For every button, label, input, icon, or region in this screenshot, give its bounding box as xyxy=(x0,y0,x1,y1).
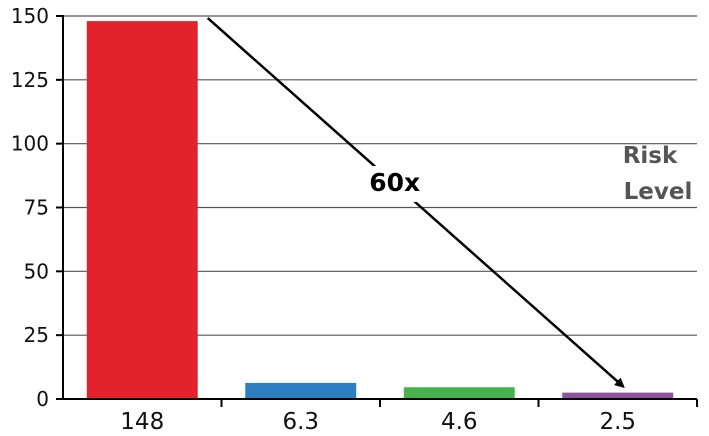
ratio-arrow xyxy=(206,17,625,388)
x-axis-labels: 148 6.3 4.6 2.5 xyxy=(120,409,636,435)
y-axis-ticks: 0 25 50 75 100 125 150 xyxy=(11,4,63,411)
bar-2.5 xyxy=(562,392,674,399)
x-tick-label: 4.6 xyxy=(441,409,478,435)
x-axis-ticks xyxy=(220,399,698,407)
y-tick-label: 75 xyxy=(24,196,49,220)
y-tick-label: 25 xyxy=(24,323,49,347)
bar-4.6 xyxy=(403,387,515,399)
bars xyxy=(86,21,674,400)
x-tick-label: 2.5 xyxy=(599,409,636,435)
ratio-label: 60x xyxy=(369,168,420,197)
y-tick-label: 100 xyxy=(11,132,49,156)
x-tick-label: 6.3 xyxy=(282,409,319,435)
y-tick-label: 0 xyxy=(36,387,49,411)
side-label-line-1: Risk xyxy=(623,143,678,169)
side-label-line-2: Level xyxy=(624,179,693,205)
x-tick-label: 148 xyxy=(120,409,164,435)
ratio-label-background xyxy=(362,165,427,202)
y-tick-label: 50 xyxy=(24,259,49,283)
bar-148 xyxy=(86,21,198,400)
y-tick-label: 150 xyxy=(11,4,49,28)
bar-6.3 xyxy=(245,382,357,399)
y-tick-label: 125 xyxy=(11,68,49,92)
